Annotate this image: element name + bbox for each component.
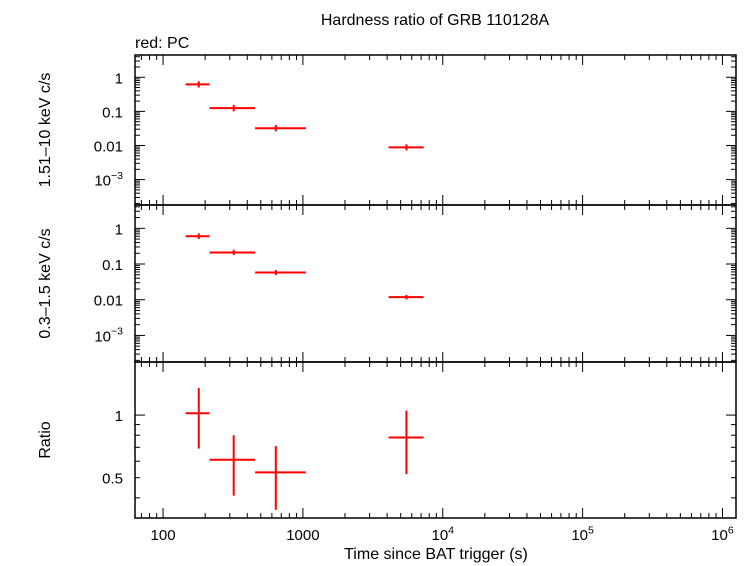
y-tick-label-soft-base: 0.1 xyxy=(102,257,123,274)
legend-label: red: PC xyxy=(135,35,189,52)
y-tick-label-ratio: 1 xyxy=(115,408,123,425)
y-tick-label-soft: 1 xyxy=(115,221,123,238)
x-tick-label-base: 1000 xyxy=(286,527,319,544)
y-tick-label-soft: 0.01 xyxy=(94,293,123,310)
panel-soft-frame xyxy=(134,204,737,363)
panel-ratio: 1 0.5 Ratio xyxy=(37,361,737,519)
data-point-soft xyxy=(209,249,256,255)
y-tick-label-hard-base: 10 xyxy=(94,173,111,190)
y-tick-label-hard-base: 0.01 xyxy=(94,138,123,155)
y-tick-label-hard-base: 1 xyxy=(115,70,123,87)
x-tick-label-exp: 6 xyxy=(728,524,734,536)
x-tick-label: 106 xyxy=(711,524,734,544)
x-tick-label-base: 10 xyxy=(431,527,448,544)
y-tick-label-ratio: 0.5 xyxy=(102,471,123,488)
y-axis-label-ratio: Ratio xyxy=(37,421,54,458)
y-axis-label-hard: 1.51–10 keV c/s xyxy=(37,73,54,188)
y-tick-label-hard: 0.1 xyxy=(102,104,123,121)
y-axis-label-soft: 0.3–1.5 keV c/s xyxy=(37,228,54,338)
panel-hard: 1 0.1 0.01 10−3 1.51–10 keV c/s xyxy=(37,54,737,206)
x-axis-label: Time since BAT trigger (s) xyxy=(344,546,528,563)
data-point-ratio xyxy=(209,435,256,496)
data-point-hard xyxy=(185,81,210,88)
data-point-hard xyxy=(388,144,424,151)
x-tick-label: 100 xyxy=(151,527,176,544)
chart-title: Hardness ratio of GRB 110128A xyxy=(321,12,550,29)
y-tick-label-hard: 0.01 xyxy=(94,138,123,155)
data-point-ratio xyxy=(185,387,210,449)
y-tick-label-hard: 10−3 xyxy=(94,170,123,190)
x-tick-label-base: 100 xyxy=(151,527,176,544)
data-point-ratio xyxy=(255,446,306,510)
y-tick-label-ratio-base: 0.5 xyxy=(102,471,123,488)
y-tick-label-soft-exp: −3 xyxy=(111,326,123,338)
y-tick-label-ratio-base: 1 xyxy=(115,408,123,425)
data-point-soft xyxy=(185,233,210,240)
panel-soft: 1 0.1 0.01 10−3 0.3–1.5 keV c/s xyxy=(37,204,737,363)
y-tick-label-hard-exp: −3 xyxy=(111,170,123,182)
y-tick-label-soft-base: 0.01 xyxy=(94,293,123,310)
x-tick-label: 105 xyxy=(571,524,594,544)
y-tick-label-soft: 10−3 xyxy=(94,326,123,346)
y-tick-label-soft: 0.1 xyxy=(102,257,123,274)
x-tick-labels: 100 1000 104 105 106 xyxy=(151,524,734,544)
y-tick-label-hard: 1 xyxy=(115,70,123,87)
panel-hard-frame xyxy=(134,54,737,206)
y-tick-label-soft-base: 10 xyxy=(94,328,111,345)
x-tick-label-base: 10 xyxy=(571,527,588,544)
data-point-ratio xyxy=(388,410,424,475)
data-point-hard xyxy=(209,104,256,112)
x-tick-label: 1000 xyxy=(286,527,319,544)
x-tick-label-exp: 5 xyxy=(588,524,594,536)
x-tick-label-base: 10 xyxy=(711,527,728,544)
data-point-soft xyxy=(255,269,306,276)
data-point-hard xyxy=(255,124,306,132)
y-tick-label-hard-base: 0.1 xyxy=(102,104,123,121)
x-tick-label-exp: 4 xyxy=(448,524,454,536)
panel-ratio-frame xyxy=(134,361,737,519)
data-point-soft xyxy=(388,294,424,300)
x-tick-label: 104 xyxy=(431,524,454,544)
y-tick-label-soft-base: 1 xyxy=(115,221,123,238)
